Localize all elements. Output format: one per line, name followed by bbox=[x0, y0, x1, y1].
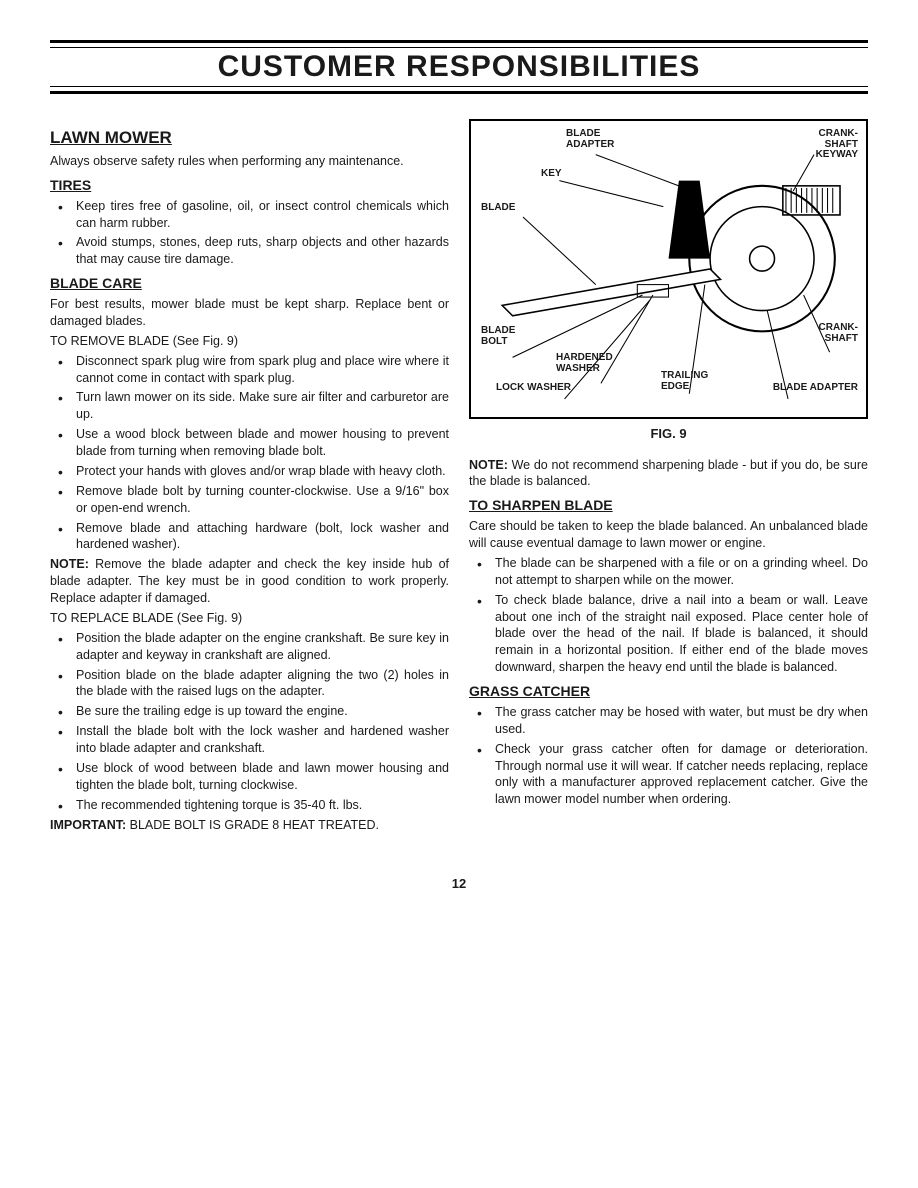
list-tires: Keep tires free of gasoline, oil, or ins… bbox=[50, 198, 449, 269]
list-item: Be sure the trailing edge is up toward t… bbox=[68, 703, 449, 720]
list-item: Remove blade and attaching hardware (bol… bbox=[68, 520, 449, 554]
page-number: 12 bbox=[50, 876, 868, 891]
list-item: Remove blade bolt by turning counter-clo… bbox=[68, 483, 449, 517]
note-label: NOTE: bbox=[50, 557, 89, 571]
list-replace-blade: Position the blade adapter on the engine… bbox=[50, 630, 449, 814]
label-blade-adapter: BLADEADAPTER bbox=[566, 129, 614, 150]
label-lock-washer: LOCK WASHER bbox=[496, 383, 571, 394]
list-item: Check your grass catcher often for damag… bbox=[487, 741, 868, 809]
list-item: Position blade on the blade adapter alig… bbox=[68, 667, 449, 701]
list-sharpen: The blade can be sharpened with a file o… bbox=[469, 555, 868, 676]
heading-blade-care: BLADE CARE bbox=[50, 274, 449, 293]
heading-tires: TIRES bbox=[50, 176, 449, 195]
text-blade-care: For best results, mower blade must be ke… bbox=[50, 296, 449, 330]
list-remove-blade: Disconnect spark plug wire from spark pl… bbox=[50, 353, 449, 554]
list-item: Avoid stumps, stones, deep ruts, sharp o… bbox=[68, 234, 449, 268]
important-text: BLADE BOLT IS GRADE 8 HEAT TREATED. bbox=[126, 818, 379, 832]
page-title: CUSTOMER RESPONSIBILITIES bbox=[50, 50, 868, 84]
label-blade: BLADE bbox=[481, 203, 515, 214]
left-column: LAWN MOWER Always observe safety rules w… bbox=[50, 119, 449, 836]
label-key: KEY bbox=[541, 169, 562, 180]
note-text: Remove the blade adapter and check the k… bbox=[50, 557, 449, 605]
label-blade-adapter-bottom: BLADE ADAPTER bbox=[773, 383, 858, 394]
figure-caption: FIG. 9 bbox=[469, 425, 868, 443]
heading-sharpen-blade: TO SHARPEN BLADE bbox=[469, 496, 868, 515]
list-item: The grass catcher may be hosed with wate… bbox=[487, 704, 868, 738]
heading-grass-catcher: GRASS CATCHER bbox=[469, 682, 868, 701]
list-item: Use a wood block between blade and mower… bbox=[68, 426, 449, 460]
list-item: The recommended tightening torque is 35-… bbox=[68, 797, 449, 814]
note-text: We do not recommend sharpening blade - b… bbox=[469, 458, 868, 489]
text-sharpen: Care should be taken to keep the blade b… bbox=[469, 518, 868, 552]
text-replace-blade: TO REPLACE BLADE (See Fig. 9) bbox=[50, 610, 449, 627]
label-blade-bolt: BLADEBOLT bbox=[481, 326, 515, 347]
list-grass: The grass catcher may be hosed with wate… bbox=[469, 704, 868, 808]
list-item: Turn lawn mower on its side. Make sure a… bbox=[68, 389, 449, 423]
figure-9: BLADEADAPTER CRANK-SHAFTKEYWAY KEY BLADE… bbox=[469, 119, 868, 419]
list-item: Use block of wood between blade and lawn… bbox=[68, 760, 449, 794]
list-item: To check blade balance, drive a nail int… bbox=[487, 592, 868, 676]
list-item: Protect your hands with gloves and/or wr… bbox=[68, 463, 449, 480]
heading-lawn-mower: LAWN MOWER bbox=[50, 127, 449, 150]
label-crank-shaft-keyway: CRANK-SHAFTKEYWAY bbox=[816, 129, 858, 161]
content-columns: LAWN MOWER Always observe safety rules w… bbox=[50, 119, 868, 836]
list-item: Install the blade bolt with the lock was… bbox=[68, 723, 449, 757]
text-remove-blade: TO REMOVE BLADE (See Fig. 9) bbox=[50, 333, 449, 350]
note-label: NOTE: bbox=[469, 458, 508, 472]
important-note: IMPORTANT: BLADE BOLT IS GRADE 8 HEAT TR… bbox=[50, 817, 449, 834]
list-item: Keep tires free of gasoline, oil, or ins… bbox=[68, 198, 449, 232]
note-remove-adapter: NOTE: Remove the blade adapter and check… bbox=[50, 556, 449, 607]
list-item: Position the blade adapter on the engine… bbox=[68, 630, 449, 664]
note-sharpen: NOTE: We do not recommend sharpening bla… bbox=[469, 457, 868, 491]
label-trailing-edge: TRAILINGEDGE bbox=[661, 371, 708, 392]
label-hardened-washer: HARDENEDWASHER bbox=[556, 353, 613, 374]
important-label: IMPORTANT: bbox=[50, 818, 126, 832]
label-crank-shaft: CRANK-SHAFT bbox=[819, 323, 858, 344]
right-column: BLADEADAPTER CRANK-SHAFTKEYWAY KEY BLADE… bbox=[469, 119, 868, 836]
list-item: Disconnect spark plug wire from spark pl… bbox=[68, 353, 449, 387]
list-item: The blade can be sharpened with a file o… bbox=[487, 555, 868, 589]
title-bar: CUSTOMER RESPONSIBILITIES bbox=[50, 40, 868, 94]
text-lawn-mower: Always observe safety rules when perform… bbox=[50, 153, 449, 170]
